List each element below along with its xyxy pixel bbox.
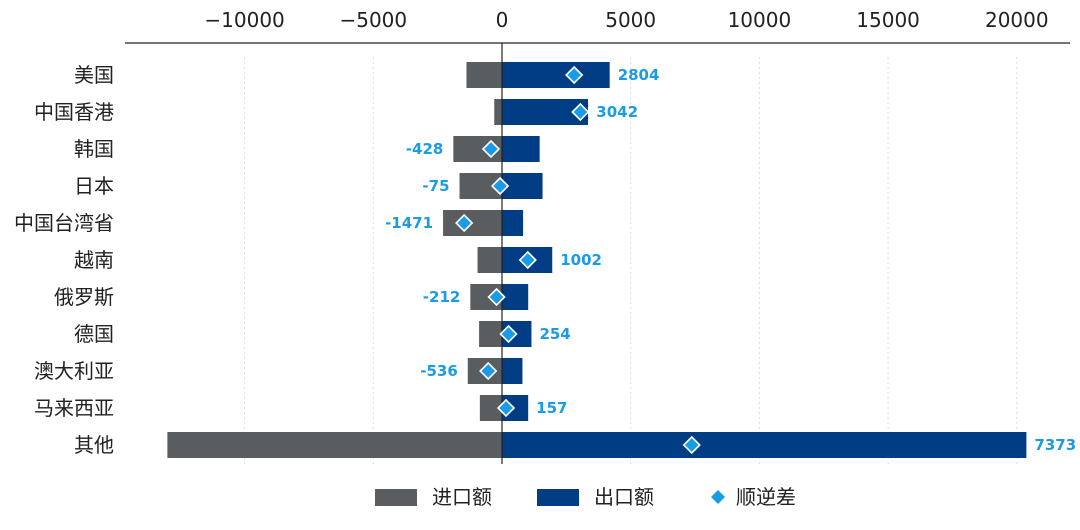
- legend-label: 顺逆差: [736, 485, 796, 509]
- category-label: 马来西亚: [34, 396, 114, 420]
- diff-marker: [565, 65, 584, 85]
- diff-marker: [490, 176, 510, 196]
- import-bar: [479, 395, 502, 421]
- x-tick-label: 10000: [728, 8, 792, 32]
- legend-swatch-import: [375, 489, 417, 506]
- category-label: 澳大利亚: [34, 359, 114, 383]
- diff-marker: [455, 213, 474, 233]
- diff-marker: [571, 102, 590, 122]
- diff-marker: [481, 139, 501, 159]
- category-label: 中国香港: [34, 100, 114, 124]
- export-bar: [502, 136, 540, 162]
- diff-marker: [479, 361, 498, 381]
- diff-label: 2804: [618, 66, 660, 84]
- import-bar: [466, 62, 502, 88]
- x-tick-label: 0: [496, 8, 509, 32]
- diff-label: -212: [423, 288, 461, 306]
- category-label: 日本: [74, 174, 114, 198]
- legend-label: 出口额: [594, 485, 654, 509]
- diff-label: 3042: [596, 103, 638, 121]
- diff-label: 7373: [1034, 436, 1076, 454]
- x-tick-label: 20000: [985, 8, 1049, 32]
- import-bar: [167, 432, 502, 458]
- import-bar: [477, 247, 502, 273]
- export-bar: [502, 284, 529, 310]
- diff-label: -75: [422, 177, 449, 195]
- category-label: 俄罗斯: [54, 285, 114, 309]
- category-label: 美国: [74, 63, 114, 87]
- diff-marker: [499, 324, 518, 344]
- diff-label: -1471: [385, 214, 433, 232]
- x-axis-ticks: −10000 −5000 0 5000 10000 15000 20000: [204, 8, 1048, 32]
- diff-label: 254: [539, 325, 570, 343]
- export-bar: [502, 210, 524, 236]
- diff-label: -428: [406, 140, 444, 158]
- x-tick-label: 5000: [605, 8, 656, 32]
- export-bar: [502, 62, 610, 88]
- x-tick-label: 15000: [856, 8, 920, 32]
- export-bar: [502, 358, 523, 384]
- export-bar: [502, 432, 1027, 458]
- diff-label: 1002: [560, 251, 602, 269]
- diff-marker: [487, 287, 506, 307]
- legend-swatch-diff: [711, 490, 725, 504]
- bars: [167, 62, 1027, 458]
- x-tick-label: −10000: [204, 8, 284, 32]
- category-label: 其他: [74, 433, 114, 457]
- diff-label: 157: [536, 399, 567, 417]
- legend-swatch-export: [537, 489, 579, 506]
- category-label: 德国: [74, 322, 114, 346]
- diff-marker: [682, 435, 701, 455]
- diff-markers: [455, 65, 701, 455]
- x-tick-label: −5000: [339, 8, 407, 32]
- category-label: 中国台湾省: [14, 211, 114, 235]
- diff-labels: 2804 3042 -428 -75 -1471 1002 -212 254 -536 157 73…: [385, 66, 1076, 454]
- import-bar: [494, 99, 502, 125]
- category-label: 越南: [74, 248, 114, 272]
- import-bar: [479, 321, 502, 347]
- category-label: 韩国: [74, 137, 114, 161]
- diff-label: -536: [420, 362, 458, 380]
- diff-marker: [496, 398, 516, 418]
- legend: 进口额 出口额 顺逆差: [375, 485, 796, 509]
- diff-marker: [518, 250, 537, 270]
- legend-label: 进口额: [432, 485, 492, 509]
